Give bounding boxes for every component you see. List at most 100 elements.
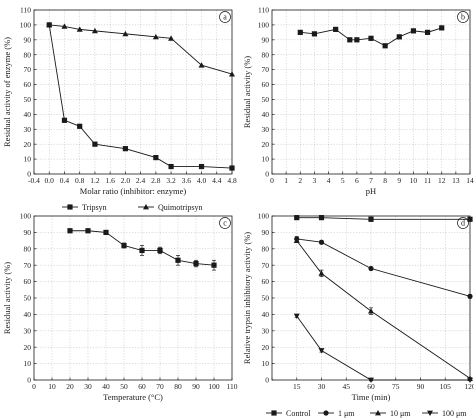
x-tick-label: 50 — [120, 382, 128, 391]
y-tick-label: 10 — [24, 155, 32, 164]
data-point — [293, 313, 300, 320]
data-point — [85, 228, 91, 234]
data-point — [76, 26, 83, 32]
chart-panel-d: 0 10 20 30 40 50 60 70 80 90 100 15 30 45 60 75 90 105 120… — [242, 212, 474, 418]
x-tick-label: 3 — [313, 176, 317, 185]
y-tick-label: 40 — [262, 310, 270, 319]
x-tick-label: 1.2 — [90, 176, 100, 185]
y-tick-label: 0 — [27, 376, 31, 385]
data-point — [467, 377, 473, 383]
data-point — [424, 29, 431, 35]
data-point — [77, 123, 83, 129]
y-tick-label: 80 — [24, 244, 32, 253]
y-axis-label: Residual activity (%) — [242, 56, 252, 128]
x-tick-label: 45 — [343, 382, 351, 391]
panel-letter-circle — [219, 11, 231, 23]
data-point — [439, 25, 445, 31]
legend-label: 1 μm — [338, 409, 355, 418]
panel-letter-circle — [219, 217, 231, 229]
data-point — [294, 215, 300, 221]
chart-panel-c: 0 10 20 30 40 50 60 70 80 90 100 0 10 20 30 40 50 60 70 80 9… — [2, 212, 238, 402]
y-tick-label: 80 — [24, 50, 32, 59]
data-point — [229, 165, 235, 171]
y-tick-label: 30 — [262, 125, 270, 134]
data-point — [333, 26, 339, 32]
data-point — [92, 141, 98, 147]
y-tick-label: 20 — [24, 343, 32, 352]
x-tick-label: 100 — [208, 382, 220, 391]
panel-letter: b — [461, 13, 465, 22]
x-tick-label: 7 — [369, 176, 373, 185]
y-tick-label: 0 — [265, 376, 269, 385]
legend-marker — [323, 410, 329, 416]
x-tick-label: 110 — [227, 382, 238, 391]
chart-panel-a: 0 10 20 30 40 50 60 70 80 90 100 110 -0.4 0.0 0.4 0.8 1.… — [2, 6, 237, 212]
data-point — [318, 348, 325, 354]
x-tick-label: 105 — [440, 382, 452, 391]
series-line — [296, 238, 471, 297]
series-0 — [297, 25, 445, 49]
x-axis-label: pH — [366, 186, 376, 196]
x-tick-label: 10 — [410, 176, 418, 185]
x-tick-label: 9 — [397, 176, 401, 185]
x-tick-label: 60 — [138, 382, 146, 391]
legend-marker — [271, 410, 277, 416]
panel-letter-circle — [457, 217, 469, 229]
x-tick-label: 12 — [438, 176, 446, 185]
x-tick-label: 4 — [327, 176, 331, 185]
panel-letter-circle — [457, 11, 469, 23]
data-point — [121, 242, 127, 249]
y-tick-label: 40 — [262, 110, 270, 119]
y-tick-label: 90 — [24, 228, 32, 237]
data-point — [139, 247, 145, 254]
y-tick-label: 10 — [24, 359, 32, 368]
legend-marker — [143, 204, 149, 210]
data-point — [318, 270, 325, 276]
data-point — [67, 228, 73, 234]
x-tick-label: 3.6 — [182, 176, 192, 185]
y-tick-label: 70 — [262, 65, 270, 74]
x-tick-label: 6 — [355, 176, 359, 185]
x-tick-label: 4.0 — [197, 176, 207, 185]
y-tick-label: 30 — [24, 326, 32, 335]
data-point — [229, 71, 235, 77]
y-tick-label: 60 — [24, 277, 32, 286]
x-tick-label: 14 — [466, 176, 474, 185]
data-point — [382, 43, 388, 49]
x-tick-label: 10 — [48, 382, 56, 391]
legend-marker — [67, 204, 73, 210]
data-point — [193, 260, 199, 267]
x-tick-label: 0.4 — [60, 176, 70, 185]
y-tick-label: 60 — [24, 80, 32, 89]
legend-marker — [375, 410, 381, 416]
series-quimotripsyn — [46, 21, 235, 77]
y-tick-label: 100 — [20, 21, 32, 30]
x-tick-label: 30 — [84, 382, 92, 391]
series-line — [296, 315, 470, 381]
y-axis-label: Relative trypsin inhibitory activity (%) — [242, 232, 252, 364]
y-tick-label: 90 — [262, 35, 270, 44]
series-100-m — [293, 313, 473, 383]
data-point — [368, 308, 374, 314]
data-point — [61, 117, 68, 123]
x-tick-label: 2.8 — [151, 176, 161, 185]
legend-label: 100 μm — [442, 409, 467, 418]
data-point — [157, 247, 163, 254]
x-tick-label: 4.8 — [227, 176, 237, 185]
x-tick-label: 40 — [102, 382, 110, 391]
x-tick-label: 2.4 — [136, 176, 146, 185]
data-point — [122, 30, 129, 37]
y-tick-label: 0 — [27, 170, 31, 179]
y-tick-label: 80 — [262, 50, 270, 59]
data-point — [368, 377, 374, 383]
y-tick-label: 20 — [262, 140, 270, 149]
x-tick-label: 75 — [392, 382, 400, 391]
x-tick-label: 0 — [270, 176, 274, 185]
y-tick-label: 50 — [24, 95, 32, 104]
data-point — [467, 293, 473, 299]
y-tick-label: 70 — [24, 261, 32, 270]
data-point — [368, 265, 374, 272]
x-tick-label: 60 — [367, 382, 375, 391]
y-tick-label: 100 — [258, 212, 270, 221]
y-tick-label: 40 — [24, 310, 32, 319]
